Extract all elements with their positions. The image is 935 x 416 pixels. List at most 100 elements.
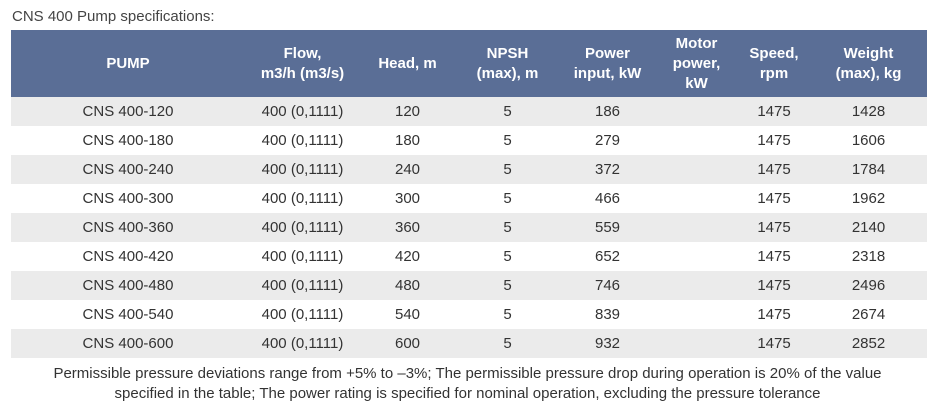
table-cell: 400 (0,1111) — [261, 190, 344, 207]
table-row: CNS 400-360 400 (0,1111) 360 5 559 1475 2140 — [11, 213, 927, 242]
table-cell: 746 — [560, 271, 655, 300]
table-row: CNS 400-480 400 (0,1111) 480 5 746 1475 2496 — [11, 271, 927, 300]
spec-table: PUMP Flow, m3/h (m3/s) Head, m NPSH (max), m P… — [11, 30, 927, 358]
header-line: Speed, — [749, 44, 799, 62]
table-cell: 5 — [455, 155, 560, 184]
table-cell: 1475 — [757, 306, 791, 323]
table-cell: 1962 — [851, 190, 886, 207]
header-row: PUMP Flow, m3/h (m3/s) Head, m NPSH (max), m P… — [11, 30, 927, 97]
table-cell: 1606 — [851, 132, 886, 149]
header-line: Power — [584, 44, 630, 62]
column-header: PUMP — [11, 30, 245, 97]
table-cell: 120 — [360, 97, 455, 126]
title: CNS 400 Pump specifications: — [12, 8, 215, 25]
table-cell: 1475 — [738, 329, 810, 358]
footnote: Permissible pressure deviations range fr… — [0, 364, 935, 404]
header-line: Weight — [843, 44, 894, 62]
header-line: input, kW — [573, 64, 642, 82]
table-cell: 400 (0,1111) — [245, 329, 360, 358]
table-cell: 400 (0,1111) — [245, 213, 360, 242]
table-cell: 360 — [360, 213, 455, 242]
empty-cell — [655, 126, 738, 155]
empty-cell — [655, 242, 738, 271]
table-cell: 5 — [503, 248, 512, 265]
column-header: Power input, kW — [560, 30, 655, 97]
table-cell: 652 — [594, 248, 621, 265]
empty-cell — [655, 213, 738, 242]
header-line: m3/h (m3/s) — [260, 64, 345, 82]
header-line: (max), kg — [835, 64, 902, 82]
table-cell: 5 — [455, 329, 560, 358]
column-header: Motor power, kW — [655, 30, 738, 97]
table-cell: 400 (0,1111) — [245, 271, 360, 300]
empty-cell — [655, 329, 738, 358]
column-header: Weight (max), kg — [810, 30, 927, 97]
table-cell: 600 — [360, 329, 455, 358]
table-cell: CNS 400-300 — [82, 190, 174, 207]
header-line: power, — [672, 54, 721, 72]
table-cell: 480 — [360, 271, 455, 300]
table-cell: 466 — [594, 190, 621, 207]
table-cell: 2496 — [810, 271, 927, 300]
header-line: Head, m — [378, 54, 437, 72]
table-cell: 1475 — [738, 271, 810, 300]
table-cell: 5 — [455, 271, 560, 300]
table-cell: 186 — [560, 97, 655, 126]
header-line: (max), m — [476, 64, 539, 82]
table-cell: 372 — [560, 155, 655, 184]
table-cell: CNS 400-540 — [82, 306, 174, 323]
table-cell: 2674 — [851, 306, 886, 323]
table-cell: 1475 — [757, 248, 791, 265]
empty-cell — [655, 300, 738, 329]
table-cell: 279 — [594, 132, 621, 149]
table-cell: 1428 — [810, 97, 927, 126]
footnote-line: Permissible pressure deviations range fr… — [53, 365, 882, 382]
table-cell: 2140 — [810, 213, 927, 242]
empty-cell — [655, 271, 738, 300]
table-cell: 5 — [503, 306, 512, 323]
column-header: Head, m — [360, 30, 455, 97]
table-cell: CNS 400-360 — [11, 213, 245, 242]
column-header: Flow, m3/h (m3/s) — [245, 30, 360, 97]
header-line: Flow, — [283, 44, 322, 62]
table-row: CNS 400-180 400 (0,1111) 180 5 279 1475 1606 — [11, 126, 927, 155]
header-line: PUMP — [106, 54, 150, 72]
empty-cell — [655, 184, 738, 213]
header-line: Motor — [675, 34, 718, 52]
table-row: CNS 400-600 400 (0,1111) 600 5 932 1475 2852 — [11, 329, 927, 358]
table-cell: 400 (0,1111) — [245, 155, 360, 184]
header-line: NPSH — [486, 44, 529, 62]
table-cell: 180 — [394, 132, 421, 149]
empty-cell — [655, 155, 738, 184]
table-cell: 1475 — [738, 155, 810, 184]
table-cell: CNS 400-180 — [82, 132, 174, 149]
table-cell: CNS 400-120 — [11, 97, 245, 126]
table-cell: CNS 400-240 — [11, 155, 245, 184]
table-cell: 400 (0,1111) — [261, 306, 344, 323]
table-cell: 839 — [594, 306, 621, 323]
empty-cell — [655, 97, 738, 126]
table-cell: CNS 400-480 — [11, 271, 245, 300]
table-cell: 5 — [503, 190, 512, 207]
table-row: CNS 400-300 400 (0,1111) 300 5 466 1475 1962 — [11, 184, 927, 213]
table-cell: 2852 — [810, 329, 927, 358]
table-cell: 559 — [560, 213, 655, 242]
table-cell: CNS 400-420 — [82, 248, 174, 265]
table-cell: 5 — [503, 132, 512, 149]
table-cell: 240 — [360, 155, 455, 184]
table-row: CNS 400-120 400 (0,1111) 120 5 186 1475 1428 — [11, 97, 927, 126]
column-header: Speed, rpm — [738, 30, 810, 97]
column-header: NPSH (max), m — [455, 30, 560, 97]
table-cell: 1784 — [810, 155, 927, 184]
table-cell: 400 (0,1111) — [261, 248, 344, 265]
table-cell: 1475 — [757, 132, 791, 149]
table-cell: 300 — [394, 190, 421, 207]
table-cell: 540 — [394, 306, 421, 323]
table-cell: 932 — [560, 329, 655, 358]
table-cell: 5 — [455, 213, 560, 242]
header-line: kW — [685, 74, 708, 92]
table-cell: CNS 400-600 — [11, 329, 245, 358]
table-cell: 2318 — [851, 248, 886, 265]
table-cell: 400 (0,1111) — [245, 97, 360, 126]
